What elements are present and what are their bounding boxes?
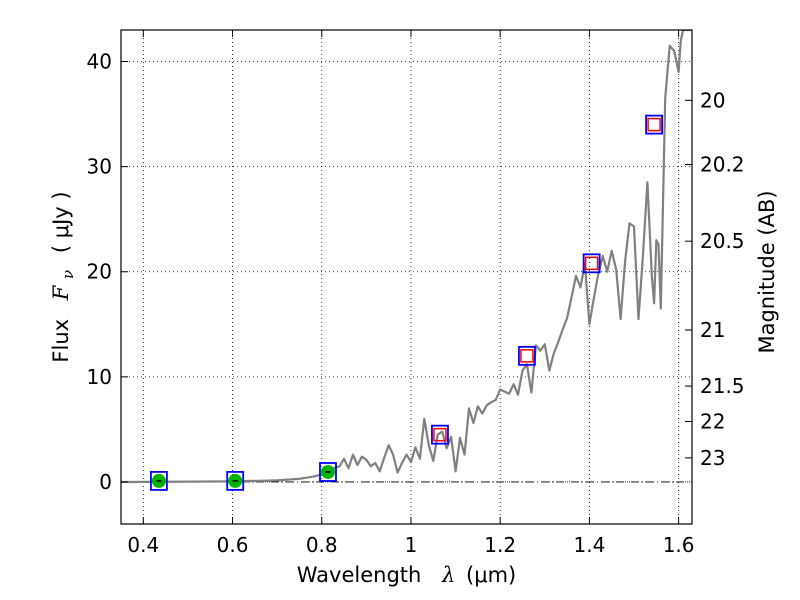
photometry-square [520,349,534,363]
right-axis-label: Magnitude (AB) [755,190,779,353]
x-tick-label: 1 [405,533,418,557]
model-marker [645,114,663,135]
x-axis-label-unit: (μm) [466,563,516,587]
y-axis-label: Flux F ν ( μJy ) [49,191,78,362]
photometry-square [584,256,599,271]
y-axis-label-symbol: F [49,284,73,301]
model-marker [518,345,536,366]
plot-area [121,30,692,491]
x-axis-label-text: Wavelength [297,563,422,587]
x-tick-label: 0.4 [127,533,159,557]
x-axis-label-symbol: λ [441,563,455,587]
x-tick-label: 1.4 [573,533,605,557]
spectrum-line [121,30,692,484]
x-tick-label: 1.2 [484,533,516,557]
right-tick-label: 20.2 [700,153,745,177]
photometry-square [433,427,447,442]
model-marker [582,253,601,274]
x-tick-label: 0.8 [306,533,338,557]
y-tick-label: 20 [87,260,112,284]
axis-tick-labels: 0.4 0.6 0.8 1 1.2 1.4 1.6 0 10 20 30 40 20 20.2 20.5 21… [87,50,745,557]
model-marker [431,424,449,445]
photometry-square [647,117,661,132]
right-tick-label: 20 [700,88,725,112]
y-axis-label-subscript: ν [59,270,77,279]
y-tick-label: 0 [99,470,112,494]
model-marker [226,471,245,491]
y-axis-label-text: Flux [49,319,73,363]
y-axis-label-unit: ( μJy ) [49,191,73,253]
plot-frame [120,29,693,525]
y-tick-label: 40 [87,50,112,74]
right-tick-label: 20.5 [700,229,745,253]
right-tick-label: 23 [700,446,725,470]
x-axis-label: Wavelength λ (μm) [297,563,516,587]
axis-ticks [121,30,692,524]
right-tick-label: 21.5 [700,374,745,398]
x-tick-label: 0.6 [217,533,249,557]
model-marker [319,462,337,482]
model-marker [150,471,168,491]
y-tick-label: 10 [87,365,112,389]
y-tick-label: 30 [87,155,112,179]
x-tick-label: 1.6 [663,533,695,557]
right-tick-label: 22 [700,409,725,433]
grid-lines [121,30,692,524]
right-tick-label: 21 [700,318,725,342]
